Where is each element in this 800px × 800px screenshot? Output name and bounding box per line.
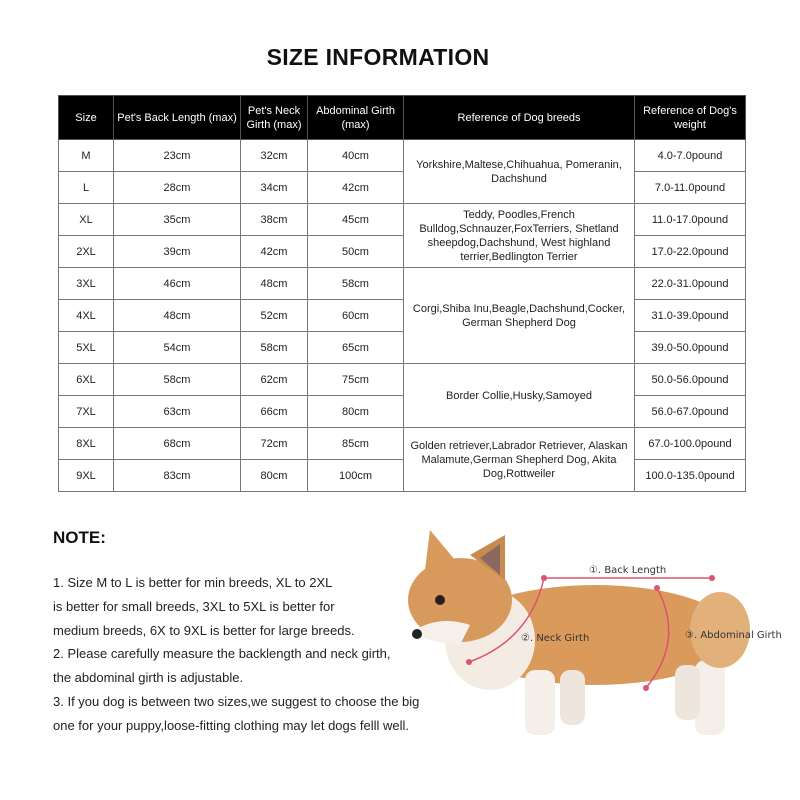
table-row: L 28cm 34cm 42cm 7.0-11.0pound: [58, 171, 746, 204]
neck-girth-cell: 48cm: [240, 267, 308, 300]
measurement-lines: [468, 577, 712, 689]
neck-girth-cell: 58cm: [240, 331, 308, 364]
header-back-length: Pet's Back Length (max): [113, 95, 241, 140]
weight-cell: 11.0-17.0pound: [634, 203, 746, 236]
breeds-cell: Yorkshire,Maltese,Chihuahua, Pomeranin, …: [403, 139, 635, 204]
abdominal-girth-cell: 100cm: [307, 459, 404, 492]
back-length-cell: 28cm: [113, 171, 241, 204]
note-line: the abdominal girth is adjustable.: [53, 670, 244, 686]
weight-cell: 22.0-31.0pound: [634, 267, 746, 300]
measurement-points: [466, 575, 715, 691]
back-length-cell: 46cm: [113, 267, 241, 300]
neck-girth-cell: 72cm: [240, 427, 308, 460]
abdominal-girth-cell: 60cm: [307, 299, 404, 332]
size-cell: M: [58, 139, 114, 172]
neck-girth-cell: 52cm: [240, 299, 308, 332]
table-row: 5XL 54cm 58cm 65cm 39.0-50.0pound: [58, 331, 746, 364]
table-header-row: Size Pet's Back Length (max) Pet's Neck …: [58, 95, 746, 140]
table-row: 9XL 83cm 80cm 100cm 100.0-135.0pound: [58, 459, 746, 492]
header-neck-girth: Pet's Neck Girth (max): [240, 95, 308, 140]
size-cell: 5XL: [58, 331, 114, 364]
neck-girth-cell: 80cm: [240, 459, 308, 492]
note-text: 1. Size M to L is better for min breeds,…: [53, 571, 419, 738]
header-size: Size: [58, 95, 114, 140]
table-row: 7XL 63cm 66cm 80cm 56.0-67.0pound: [58, 395, 746, 428]
header-abdominal-girth: Abdominal Girth (max): [307, 95, 404, 140]
table-row: 8XL 68cm 72cm 85cm Golden retriever,Labrador…: [58, 427, 746, 492]
abdominal-girth-cell: 65cm: [307, 331, 404, 364]
size-cell: 4XL: [58, 299, 114, 332]
abdominal-girth-cell: 50cm: [307, 235, 404, 268]
weight-cell: 4.0-7.0pound: [634, 139, 746, 172]
weight-cell: 7.0-11.0pound: [634, 171, 746, 204]
note-line: 1. Size M to L is better for min breeds,…: [53, 575, 333, 590]
table-row: 3XL 46cm 48cm 58cm Corgi,Shiba Inu,Beagle,Da…: [58, 267, 746, 364]
size-cell: 7XL: [58, 395, 114, 428]
note-line: is better for small breeds, 3XL to 5XL i…: [53, 598, 335, 614]
header-weight: Reference of Dog's weight: [634, 95, 746, 140]
back-length-cell: 58cm: [113, 363, 241, 396]
table-row: 6XL 58cm 62cm 75cm Border Collie,Husky,Samoy…: [58, 363, 746, 428]
abdominal-girth-cell: 85cm: [307, 427, 404, 460]
note-heading: NOTE:: [53, 528, 106, 547]
abdominal-girth-cell: 80cm: [307, 395, 404, 428]
abdominal-girth-cell: 75cm: [307, 363, 404, 396]
neck-girth-cell: 66cm: [240, 395, 308, 428]
abdominal-girth-line: [645, 587, 670, 689]
neck-girth-cell: 42cm: [240, 235, 308, 268]
table-row: M 23cm 32cm 40cm Yorkshire,Maltese,Chihuahua…: [58, 139, 746, 204]
breeds-cell: Golden retriever,Labrador Retriever, Ala…: [403, 427, 635, 492]
back-length-cell: 83cm: [113, 459, 241, 492]
neck-girth-cell: 62cm: [240, 363, 308, 396]
size-cell: 9XL: [58, 459, 114, 492]
back-length-cell: 68cm: [113, 427, 241, 460]
weight-cell: 17.0-22.0pound: [634, 235, 746, 268]
corgi-illustration: [408, 530, 750, 735]
back-length-cell: 35cm: [113, 203, 241, 236]
neck-girth-label: ②. Neck Girth: [521, 633, 589, 644]
weight-cell: 31.0-39.0pound: [634, 299, 746, 332]
note-line: 2. Please carefully measure the backleng…: [53, 646, 391, 662]
back-length-cell: 54cm: [113, 331, 241, 364]
size-cell: 2XL: [58, 235, 114, 268]
abdominal-girth-cell: 45cm: [307, 203, 404, 236]
breeds-cell: Corgi,Shiba Inu,Beagle,Dachshund,Cocker,…: [403, 267, 635, 364]
abdominal-girth-cell: 42cm: [307, 171, 404, 204]
size-cell: XL: [58, 203, 114, 236]
neck-girth-cell: 34cm: [240, 171, 308, 204]
back-length-label: ①. Back Length: [589, 565, 666, 576]
weight-cell: 50.0-56.0pound: [634, 363, 746, 396]
size-cell: L: [58, 171, 114, 204]
back-length-cell: 23cm: [113, 139, 241, 172]
neck-girth-cell: 32cm: [240, 139, 308, 172]
size-table: Size Pet's Back Length (max) Pet's Neck …: [58, 95, 746, 492]
note-line: one for your puppy,loose-fitting clothin…: [53, 717, 410, 733]
breeds-cell: Border Collie,Husky,Samoyed: [403, 363, 635, 428]
back-length-cell: 63cm: [113, 395, 241, 428]
abdominal-girth-cell: 58cm: [307, 267, 404, 300]
weight-cell: 100.0-135.0pound: [634, 459, 746, 492]
size-cell: 8XL: [58, 427, 114, 460]
back-length-cell: 39cm: [113, 235, 241, 268]
header-breeds: Reference of Dog breeds: [403, 95, 635, 140]
weight-cell: 56.0-67.0pound: [634, 395, 746, 428]
size-cell: 3XL: [58, 267, 114, 300]
note-line: 3. If you dog is between two sizes,we su…: [53, 693, 420, 709]
table-row: 4XL 48cm 52cm 60cm 31.0-39.0pound: [58, 299, 746, 332]
weight-cell: 67.0-100.0pound: [634, 427, 746, 460]
table-row: 2XL 39cm 42cm 50cm 17.0-22.0pound: [58, 235, 746, 268]
neck-girth-line: [468, 577, 545, 663]
weight-cell: 39.0-50.0pound: [634, 331, 746, 364]
page-title: SIZE INFORMATION: [266, 44, 490, 70]
note-line: medium breeds, 6X to 9XL is better for l…: [53, 622, 355, 638]
abdominal-girth-cell: 40cm: [307, 139, 404, 172]
neck-girth-cell: 38cm: [240, 203, 308, 236]
dog-measurement-diagram: ①. Back Length ②. Neck Girth ③. Abdomina…: [408, 530, 782, 735]
size-cell: 6XL: [58, 363, 114, 396]
breeds-cell: Teddy, Poodles,French Bulldog,Schnauzer,…: [403, 203, 635, 268]
back-length-cell: 48cm: [113, 299, 241, 332]
abdominal-girth-label: ③. Abdominal Girth: [685, 630, 782, 641]
table-row: XL 35cm 38cm 45cm Teddy, Poodles,French Bull…: [58, 203, 746, 268]
